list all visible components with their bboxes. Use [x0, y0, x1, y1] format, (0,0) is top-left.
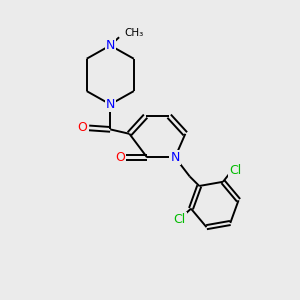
Text: O: O: [78, 122, 88, 134]
Text: O: O: [115, 151, 125, 164]
Text: Cl: Cl: [229, 164, 242, 177]
Text: N: N: [106, 98, 115, 111]
Text: CH₃: CH₃: [124, 28, 143, 38]
Text: N: N: [106, 39, 115, 52]
Text: Cl: Cl: [174, 213, 186, 226]
Text: N: N: [170, 151, 180, 164]
